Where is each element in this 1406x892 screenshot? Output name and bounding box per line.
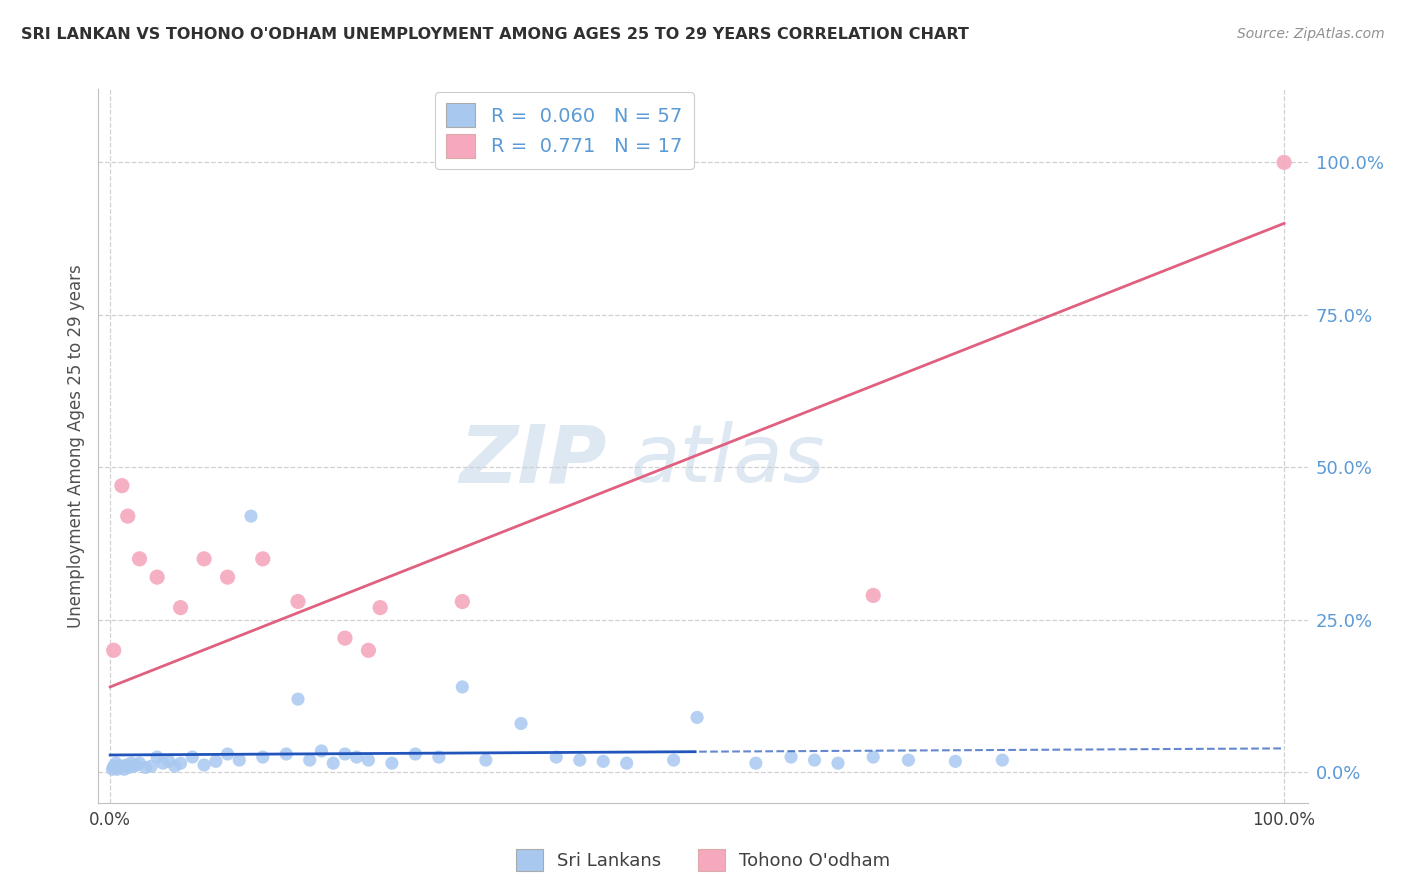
Point xyxy=(163,759,186,773)
Point xyxy=(134,760,156,774)
Point xyxy=(991,753,1014,767)
Point xyxy=(662,753,685,767)
Point xyxy=(592,755,614,769)
Point xyxy=(217,747,239,761)
Point xyxy=(104,760,127,774)
Point xyxy=(101,762,124,776)
Point xyxy=(152,756,174,771)
Point xyxy=(287,594,309,608)
Text: Source: ZipAtlas.com: Source: ZipAtlas.com xyxy=(1237,27,1385,41)
Point xyxy=(103,643,125,657)
Point xyxy=(311,744,333,758)
Point xyxy=(217,570,239,584)
Point xyxy=(862,750,884,764)
Point xyxy=(333,747,356,761)
Point xyxy=(451,680,474,694)
Point xyxy=(103,759,125,773)
Point xyxy=(115,758,138,772)
Point xyxy=(686,710,709,724)
Point xyxy=(118,760,141,774)
Point xyxy=(204,755,226,769)
Point xyxy=(157,755,180,769)
Point xyxy=(120,756,142,771)
Point xyxy=(111,478,134,492)
Point xyxy=(357,753,380,767)
Point xyxy=(169,756,191,771)
Point xyxy=(117,509,139,524)
Point xyxy=(322,756,344,771)
Point xyxy=(780,750,803,764)
Point xyxy=(745,756,768,771)
Point xyxy=(451,594,474,608)
Point xyxy=(181,750,204,764)
Text: ZIP: ZIP xyxy=(458,421,606,500)
Point xyxy=(803,753,825,767)
Point xyxy=(616,756,638,771)
Point xyxy=(475,753,498,767)
Point xyxy=(862,589,884,603)
Point xyxy=(193,551,215,566)
Point xyxy=(112,762,135,776)
Point xyxy=(427,750,450,764)
Point xyxy=(240,509,263,524)
Point xyxy=(108,760,131,774)
Point xyxy=(298,753,321,767)
Point xyxy=(105,762,128,776)
Point xyxy=(146,750,169,764)
Point xyxy=(357,643,380,657)
Point xyxy=(252,750,274,764)
Point xyxy=(169,600,191,615)
Point xyxy=(546,750,568,764)
Point xyxy=(228,753,250,767)
Point xyxy=(510,716,533,731)
Text: atlas: atlas xyxy=(630,421,825,500)
Point xyxy=(1272,155,1295,169)
Point xyxy=(333,631,356,645)
Point xyxy=(404,747,426,761)
Y-axis label: Unemployment Among Ages 25 to 29 years: Unemployment Among Ages 25 to 29 years xyxy=(66,264,84,628)
Point xyxy=(141,759,163,773)
Point xyxy=(125,758,148,772)
Point xyxy=(568,753,591,767)
Point xyxy=(105,756,128,771)
Point xyxy=(276,747,298,761)
Point xyxy=(122,759,145,773)
Point xyxy=(128,756,150,771)
Point xyxy=(381,756,404,771)
Point xyxy=(128,551,150,566)
Point xyxy=(111,759,134,773)
Point xyxy=(287,692,309,706)
Point xyxy=(346,750,368,764)
Point xyxy=(897,753,920,767)
Point xyxy=(107,759,129,773)
Legend: R =  0.060   N = 57, R =  0.771   N = 17: R = 0.060 N = 57, R = 0.771 N = 17 xyxy=(434,92,695,169)
Point xyxy=(252,551,274,566)
Legend: Sri Lankans, Tohono O'odham: Sri Lankans, Tohono O'odham xyxy=(509,842,897,879)
Point xyxy=(193,758,215,772)
Point xyxy=(945,755,967,769)
Point xyxy=(368,600,391,615)
Point xyxy=(827,756,849,771)
Text: SRI LANKAN VS TOHONO O'ODHAM UNEMPLOYMENT AMONG AGES 25 TO 29 YEARS CORRELATION : SRI LANKAN VS TOHONO O'ODHAM UNEMPLOYMEN… xyxy=(21,27,969,42)
Point xyxy=(146,570,169,584)
